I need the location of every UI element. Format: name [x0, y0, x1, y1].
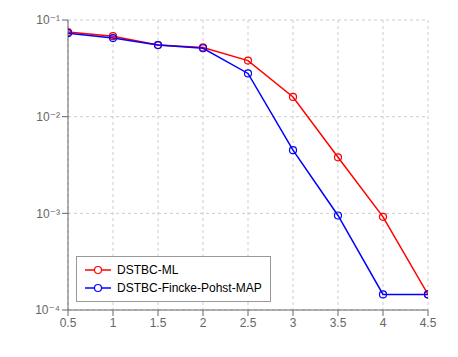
svg-text:4.5: 4.5: [420, 316, 437, 330]
html-text:DSTBC-ML: DSTBC-ML: [117, 263, 179, 277]
html-text:DSTBC-Fincke-Pohst-MAP: DSTBC-Fincke-Pohst-MAP: [117, 281, 262, 295]
svg-text:10⁻¹: 10⁻¹: [36, 13, 60, 27]
svg-text:3: 3: [290, 316, 297, 330]
svg-text:4: 4: [380, 316, 387, 330]
svg-text:0.5: 0.5: [60, 316, 77, 330]
svg-text:3.5: 3.5: [330, 316, 347, 330]
svg-text:10⁻⁴: 10⁻⁴: [35, 303, 60, 317]
svg-text:1: 1: [110, 316, 117, 330]
svg-text:2: 2: [200, 316, 207, 330]
svg-text:2.5: 2.5: [240, 316, 257, 330]
svg-text:10⁻³: 10⁻³: [36, 207, 60, 221]
svg-text:1.5: 1.5: [150, 316, 167, 330]
svg-text:10⁻²: 10⁻²: [36, 110, 60, 124]
